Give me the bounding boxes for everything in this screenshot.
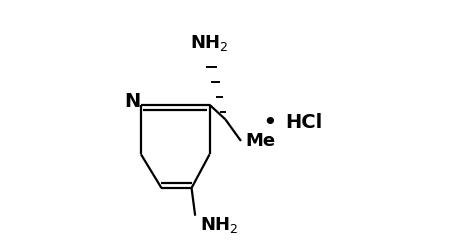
Text: HCl: HCl: [285, 114, 322, 132]
Text: Me: Me: [245, 132, 275, 150]
Text: NH$_2$: NH$_2$: [190, 33, 229, 53]
Text: •: •: [262, 111, 277, 135]
Text: NH$_2$: NH$_2$: [200, 215, 239, 235]
Text: N: N: [125, 92, 140, 111]
